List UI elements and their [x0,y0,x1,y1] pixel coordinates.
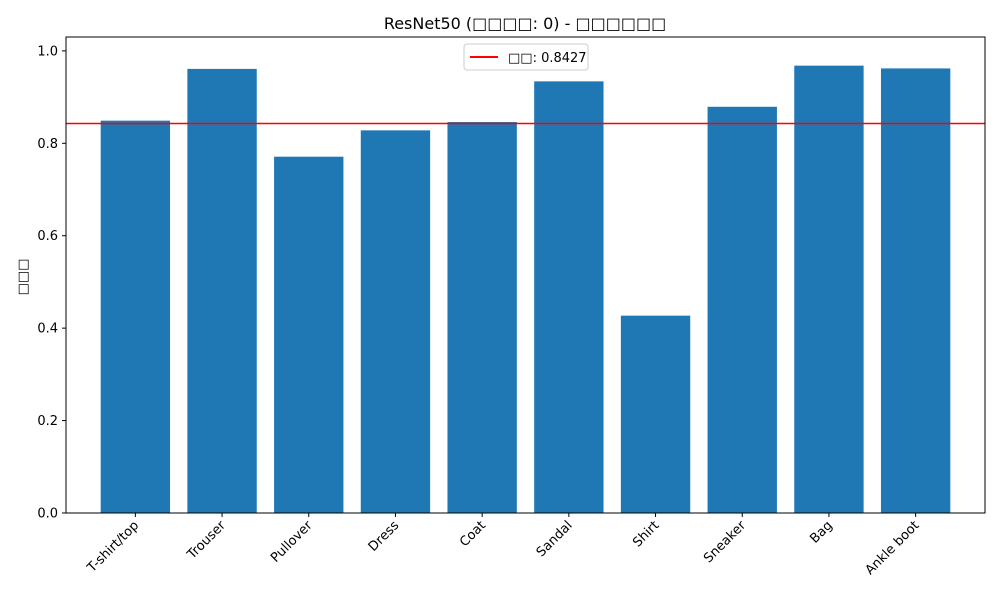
y-axis-label: □□□ [16,259,31,296]
y-ticks: 0.0 0.2 0.4 0.6 0.8 1.0 [37,44,66,522]
x-ticks: T-shirt/top Trouser Pullover Dress Coat Sanda… [84,513,922,578]
x-tick-label: Dress [366,518,403,555]
y-tick-label: 0.0 [37,507,58,522]
y-tick-label: 0.8 [37,137,58,152]
bar-shirt [620,315,691,513]
bars-group [100,65,951,514]
bar-sneaker [707,106,777,513]
bar-sandal [534,81,604,513]
bar-trouser [187,68,257,513]
x-tick-label: Shirt [630,518,662,550]
x-tick-label: Pullover [268,518,316,566]
x-tick-label: Coat [457,518,489,550]
bar-ankle-boot [880,68,951,514]
chart-title: ResNet50 (□□□□: 0) - □□□□□□ [384,14,666,33]
x-tick-label: Trouser [184,518,229,563]
x-tick-label: Bag [807,518,835,546]
legend: □□: 0.8427 [463,43,589,71]
bar-pullover [274,156,344,513]
x-tick-label: Sandal [534,518,576,560]
y-tick-label: 0.6 [37,229,58,244]
bar-bag [794,65,864,513]
bar-coat [447,122,517,513]
y-tick-label: 0.4 [37,322,58,337]
x-tick-label: T-shirt/top [84,518,142,576]
bar-dress [360,130,431,514]
y-tick-label: 1.0 [37,44,58,59]
y-tick-label: 0.2 [37,414,58,429]
bar-t-shirt-top [100,120,171,513]
plot-frame [65,36,986,514]
legend-box [463,43,589,71]
x-tick-label: Sneaker [701,518,749,566]
x-tick-label: Ankle boot [863,518,923,578]
legend-label: □□: 0.8427 [508,51,587,66]
